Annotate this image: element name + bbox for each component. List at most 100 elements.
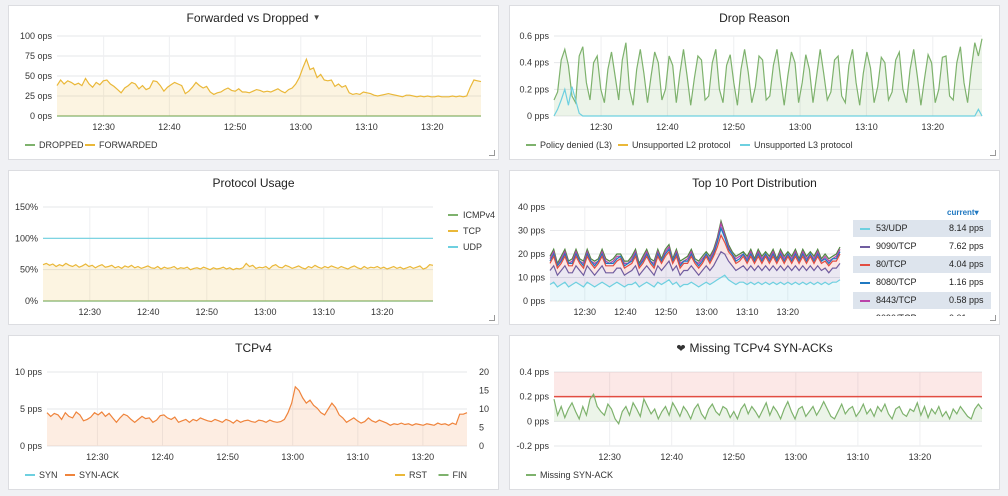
x-tick-label: 12:50 bbox=[216, 452, 239, 462]
legend-row[interactable]: 80/TCP 4.04 pps bbox=[853, 256, 991, 273]
legend-series-name: 8443/TCP bbox=[876, 295, 917, 305]
legend-label: Policy denied (L3) bbox=[540, 140, 612, 150]
panel-title-text: Forwarded vs Dropped bbox=[186, 11, 309, 25]
x-tick-label: 13:20 bbox=[922, 122, 945, 132]
y-tick-label: 25 ops bbox=[25, 91, 53, 101]
x-tick-label: 12:30 bbox=[598, 452, 621, 462]
legend-row[interactable]: 9090/TCP 7.62 pps bbox=[853, 238, 991, 255]
panel-missing-syn-acks: ❤ Missing TCPv4 SYN-ACKs 0.4 pps 0.2 pps 0 … bbox=[509, 335, 1000, 490]
panel-title[interactable]: Drop Reason bbox=[510, 11, 999, 25]
panel-title[interactable]: Top 10 Port Distribution bbox=[510, 176, 999, 190]
x-tick-label: 13:20 bbox=[371, 307, 394, 317]
series-line-80/TCP bbox=[549, 233, 841, 270]
legend-label: TCP bbox=[463, 226, 481, 236]
legend-row[interactable]: 53/UDP 8.14 pps bbox=[853, 220, 991, 237]
legend-row[interactable]: 8080/TCP 1.16 pps bbox=[853, 274, 991, 291]
y-tick-label: 0 ops bbox=[30, 111, 53, 121]
panel-title[interactable]: TCPv4 bbox=[9, 341, 498, 355]
x-tick-label: 13:00 bbox=[290, 122, 313, 132]
panel-title[interactable]: Protocol Usage bbox=[9, 176, 498, 190]
resize-handle-icon[interactable] bbox=[489, 150, 495, 156]
legend-series-value: 8.14 pps bbox=[949, 223, 984, 233]
x-tick-label: 12:30 bbox=[92, 122, 115, 132]
x-tick-label: 12:50 bbox=[655, 307, 678, 317]
y-tick-label: -0.2 pps bbox=[516, 441, 549, 451]
x-tick-label: 12:50 bbox=[196, 307, 219, 317]
y2-tick-label: 10 bbox=[479, 404, 489, 414]
y-tick-label: 10 pps bbox=[15, 367, 43, 377]
chevron-down-icon[interactable]: ▼ bbox=[312, 13, 321, 22]
x-tick-label: 13:10 bbox=[736, 307, 759, 317]
legend-row[interactable]: 8443/TCP 0.58 pps bbox=[853, 292, 991, 309]
chart-drop-reason: 0.6 pps 0.4 pps 0.2 pps 0 pps 12:30 12:40 12:5… bbox=[519, 31, 983, 150]
legend-label: RST bbox=[409, 470, 428, 480]
y-tick-label: 30 pps bbox=[518, 226, 546, 236]
legend-label: Missing SYN-ACK bbox=[540, 470, 613, 480]
series-line-TCP bbox=[42, 262, 434, 271]
legend-series-value: 0.58 pps bbox=[949, 295, 984, 305]
series-line-9090/TCP bbox=[549, 218, 841, 266]
resize-handle-icon[interactable] bbox=[990, 315, 996, 321]
series-line-Missing SYN-ACK bbox=[553, 392, 983, 426]
x-tick-label: 13:00 bbox=[789, 122, 812, 132]
chart-forwarded-vs-dropped: 100 ops 75 ops 50 ops 25 ops 0 ops 12:30 12:40… bbox=[20, 31, 482, 150]
y-tick-label: 150% bbox=[15, 202, 38, 212]
y-tick-label: 0 pps bbox=[20, 441, 43, 451]
legend-label: FORWARDED bbox=[99, 140, 158, 150]
y-tick-label: 0.6 pps bbox=[519, 31, 549, 41]
legend-label: FIN bbox=[453, 470, 468, 480]
chart-protocol-usage: 150% 100% 50% 0% 12:30 12:40 12:50 13:00 13:10 13… bbox=[15, 202, 495, 317]
panel-top-10-port-distribution: Top 10 Port Distribution 40 pps 30 pps 20 … bbox=[509, 170, 1000, 325]
x-tick-label: 12:30 bbox=[590, 122, 613, 132]
panel-tcpv4: TCPv4 10 pps 5 pps 0 pps 20 15 10 5 0 12:30 12:40… bbox=[8, 335, 499, 490]
legend-table: 53/UDP 8.14 pps 9090/TCP 7.62 pps 80/TCP 4.04… bbox=[853, 220, 991, 316]
series-area-53/UDP bbox=[550, 275, 840, 301]
x-tick-label: 13:10 bbox=[347, 452, 370, 462]
panel-title[interactable]: ❤ Missing TCPv4 SYN-ACKs bbox=[510, 341, 999, 355]
legend-series-name: 9090/TCP bbox=[876, 313, 917, 316]
y-tick-label: 0.2 pps bbox=[519, 84, 549, 94]
y2-tick-label: 0 bbox=[479, 441, 484, 451]
chart-top-10-port-distribution: 40 pps 30 pps 20 pps 10 pps 0 pps 12:30 12:40 1… bbox=[518, 202, 841, 317]
y-tick-label: 40 pps bbox=[518, 202, 546, 212]
legend-label: Unsupported L2 protocol bbox=[632, 140, 731, 150]
legend-row[interactable]: 9090/TCP 0.01 pps bbox=[853, 310, 991, 316]
y-tick-label: 0 pps bbox=[527, 416, 550, 426]
x-tick-label: 12:40 bbox=[656, 122, 679, 132]
legend-label: SYN-ACK bbox=[79, 470, 119, 480]
panel-drop-reason: Drop Reason 0.6 pps 0.4 pps 0.2 pps 0 pps 12… bbox=[509, 5, 1000, 160]
legend-swatch bbox=[860, 282, 870, 284]
x-tick-label: 12:40 bbox=[660, 452, 683, 462]
x-tick-label: 12:40 bbox=[614, 307, 637, 317]
panel-title[interactable]: Forwarded vs Dropped ▼ bbox=[9, 11, 498, 25]
x-tick-label: 13:00 bbox=[254, 307, 277, 317]
y-tick-label: 20 pps bbox=[518, 249, 546, 259]
x-tick-label: 13:20 bbox=[777, 307, 800, 317]
legend-series-name: 53/UDP bbox=[876, 223, 908, 233]
panel-title-text: Drop Reason bbox=[719, 11, 790, 25]
panel-title-text: Top 10 Port Distribution bbox=[692, 176, 817, 190]
resize-handle-icon[interactable] bbox=[990, 150, 996, 156]
series-line-Policy denied (L3) bbox=[553, 38, 983, 106]
panel-forwarded-vs-dropped: Forwarded vs Dropped ▼ 100 ops 75 ops 50 op… bbox=[8, 5, 499, 160]
resize-handle-icon[interactable] bbox=[489, 315, 495, 321]
series-line-8080/TCP bbox=[549, 226, 841, 268]
y-tick-label: 0.4 pps bbox=[519, 367, 549, 377]
x-tick-label: 12:30 bbox=[574, 307, 597, 317]
legend-label: ICMPv4 bbox=[463, 210, 495, 220]
legend-label: UDP bbox=[463, 242, 482, 252]
x-tick-label: 12:50 bbox=[722, 122, 745, 132]
x-tick-label: 12:40 bbox=[158, 122, 181, 132]
panel-protocol-usage: Protocol Usage 150% 100% 50% 0% 12:30 12:40 12… bbox=[8, 170, 499, 325]
x-tick-label: 12:40 bbox=[137, 307, 160, 317]
y-tick-label: 0 pps bbox=[527, 111, 550, 121]
legend-column-current[interactable]: current▾ bbox=[947, 208, 979, 217]
y2-tick-label: 5 bbox=[479, 423, 484, 433]
y-tick-label: 75 ops bbox=[25, 51, 53, 61]
panel-title-text: Missing TCPv4 SYN-ACKs bbox=[689, 341, 833, 355]
series-area-9090/TCP bbox=[550, 251, 840, 287]
legend-series-name: 8080/TCP bbox=[876, 277, 917, 287]
y2-tick-label: 20 bbox=[479, 367, 489, 377]
legend-series-value: 1.16 pps bbox=[949, 277, 984, 287]
series-area-80/TCP bbox=[550, 235, 840, 276]
